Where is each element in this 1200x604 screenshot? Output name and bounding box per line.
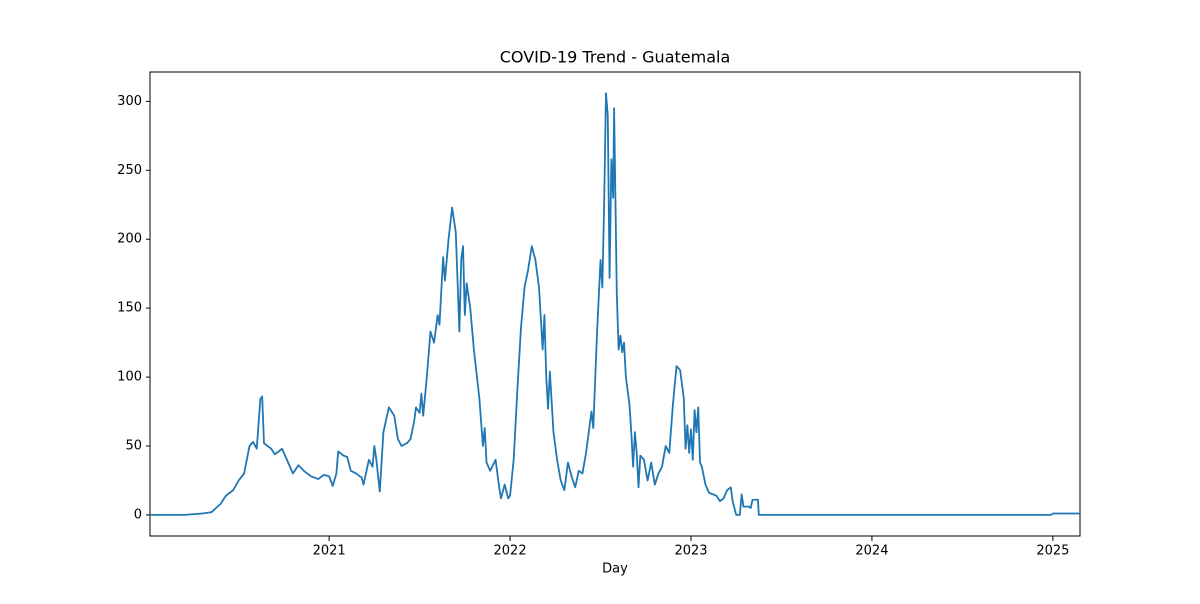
chart-title: COVID-19 Trend - Guatemala	[500, 48, 731, 67]
y-tick-label: 300	[117, 94, 142, 109]
x-tick-label: 2023	[674, 544, 707, 559]
y-tick-label: 200	[117, 232, 142, 247]
x-tick-label: 2025	[1036, 544, 1069, 559]
x-axis-label: Day	[602, 562, 628, 577]
y-tick-label: 50	[125, 438, 142, 453]
y-tick-label: 0	[134, 507, 142, 522]
y-tick-label: 250	[117, 163, 142, 178]
axes-frame	[149, 71, 1081, 537]
data-line	[150, 92, 1080, 516]
y-tick-label: 100	[117, 370, 142, 385]
y-tick-label: 150	[117, 301, 142, 316]
x-tick-label: 2021	[313, 544, 346, 559]
x-tick-label: 2024	[855, 544, 888, 559]
x-tick-label: 2022	[494, 544, 527, 559]
